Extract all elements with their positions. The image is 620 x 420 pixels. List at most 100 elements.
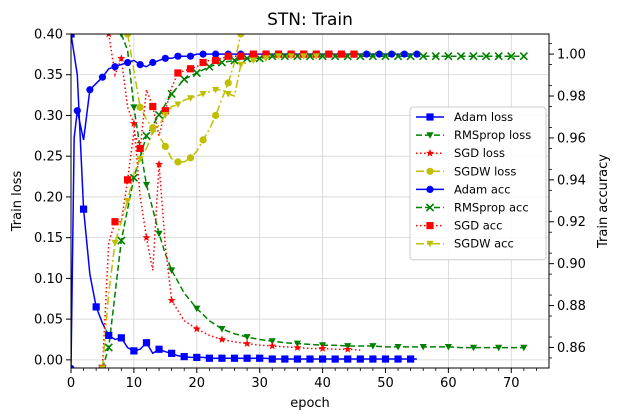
data-point: [237, 34, 245, 38]
legend-marker: [425, 203, 435, 212]
data-point: [106, 34, 112, 38]
legend-marker: [426, 185, 434, 193]
data-point: [111, 239, 119, 247]
x-axis-label: epoch: [290, 396, 330, 411]
data-point: [400, 50, 408, 58]
y-axis-right-ticks: 0.86 0.88 0.90 0.92 0.94 0.96 0.98 1.00: [549, 43, 586, 359]
data-point: [124, 197, 132, 205]
data-point: [161, 107, 169, 115]
y-axis-left-label: Train loss: [10, 171, 25, 233]
y-right-tick-label: 0.86: [557, 341, 586, 356]
data-point: [212, 86, 220, 94]
data-point: [212, 50, 220, 58]
data-point: [71, 34, 75, 38]
data-point: [174, 101, 182, 109]
x-tick-label: 20: [189, 376, 206, 391]
data-point: [344, 355, 352, 363]
data-point: [136, 60, 144, 69]
data-point: [124, 58, 132, 67]
data-point: [136, 144, 144, 153]
data-point: [369, 343, 377, 350]
data-point: [224, 79, 232, 87]
data-point: [117, 236, 126, 245]
data-point: [199, 136, 207, 144]
data-point: [205, 354, 213, 362]
data-point: [318, 344, 327, 352]
data-point: [167, 296, 176, 304]
data-point: [217, 58, 227, 67]
data-point: [149, 128, 157, 136]
data-point: [174, 52, 182, 60]
data-point: [154, 110, 164, 120]
legend-label: RMSprop loss: [454, 128, 531, 142]
data-point: [224, 52, 232, 60]
data-point: [318, 355, 327, 363]
data-point: [255, 54, 264, 63]
data-point: [394, 343, 402, 351]
legend: Adam loss RMSprop loss SGD loss SGDW loss Ad…: [409, 106, 547, 261]
data-point: [217, 335, 226, 343]
data-point: [363, 50, 371, 58]
data-point: [249, 50, 257, 58]
data-point: [520, 344, 528, 352]
data-point: [71, 364, 75, 368]
data-point: [199, 91, 207, 98]
y-right-tick-label: 0.88: [557, 299, 586, 314]
data-point: [161, 112, 169, 119]
data-point: [444, 343, 452, 351]
legend-marker: [426, 167, 434, 175]
data-point: [218, 326, 226, 333]
data-point: [293, 355, 302, 363]
y-right-tick-label: 1.00: [557, 48, 586, 63]
data-point: [337, 50, 346, 58]
data-point: [381, 355, 390, 363]
y-left-tick-label: 0.40: [34, 28, 63, 43]
data-point: [186, 154, 195, 162]
data-point: [293, 52, 302, 61]
data-point: [375, 50, 383, 58]
data-point: [105, 331, 113, 340]
data-point: [155, 160, 164, 168]
data-point: [142, 233, 151, 242]
data-point: [86, 86, 94, 94]
legend-label: Adam loss: [454, 110, 513, 124]
data-point: [180, 352, 188, 361]
data-point: [325, 50, 333, 58]
data-point: [98, 365, 107, 368]
data-point: [111, 218, 119, 226]
data-point: [199, 58, 207, 67]
data-point: [444, 52, 453, 61]
data-point: [192, 324, 201, 333]
data-point: [237, 61, 245, 69]
data-point: [186, 65, 195, 73]
data-point: [161, 54, 169, 62]
legend-marker: [426, 113, 434, 121]
data-point: [287, 53, 295, 60]
data-point: [356, 355, 364, 363]
y-left-tick-label: 0.15: [34, 231, 63, 246]
data-point: [343, 345, 352, 353]
data-point: [237, 52, 245, 60]
data-point: [193, 353, 201, 362]
data-point: [212, 56, 220, 65]
data-point: [124, 34, 132, 38]
legend-marker: [426, 222, 434, 230]
data-point: [149, 58, 157, 67]
data-point: [306, 355, 314, 363]
data-point: [230, 354, 239, 362]
data-point: [256, 354, 264, 362]
x-tick-label: 70: [503, 376, 520, 391]
data-point: [268, 52, 277, 61]
data-point: [330, 52, 340, 61]
data-point: [268, 338, 276, 345]
data-point: [356, 52, 365, 61]
data-point: [117, 334, 125, 342]
legend-label: Adam acc: [454, 182, 511, 196]
data-point: [124, 176, 132, 184]
data-point: [388, 50, 396, 58]
legend-label: RMSprop acc: [454, 201, 529, 215]
data-point: [218, 354, 226, 362]
data-point: [186, 52, 195, 60]
x-tick-label: 40: [314, 376, 331, 391]
